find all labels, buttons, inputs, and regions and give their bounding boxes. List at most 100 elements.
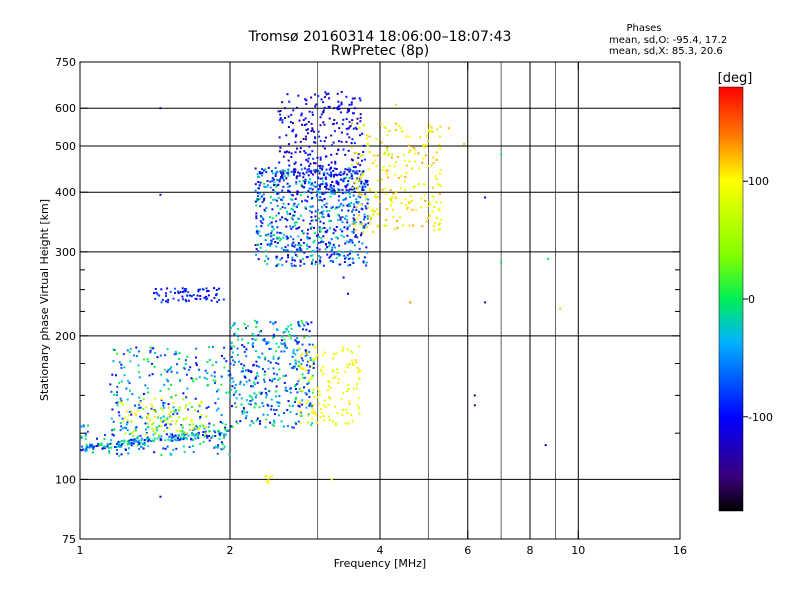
data-point	[147, 391, 150, 394]
data-point	[166, 417, 169, 420]
data-point	[428, 203, 431, 206]
data-point	[182, 433, 185, 436]
data-point	[391, 196, 394, 199]
data-point	[306, 400, 309, 403]
data-point	[275, 350, 277, 353]
data-point	[402, 153, 405, 156]
data-point	[152, 433, 155, 436]
data-point	[363, 182, 365, 185]
data-point	[292, 365, 295, 368]
data-point	[224, 423, 227, 426]
data-point	[80, 425, 83, 428]
data-point	[352, 208, 355, 211]
data-point	[84, 438, 87, 441]
data-point	[302, 138, 305, 140]
data-point	[363, 213, 366, 216]
data-point	[437, 223, 440, 226]
data-point	[350, 142, 353, 145]
data-point	[356, 186, 359, 189]
data-point	[305, 349, 308, 352]
data-point	[278, 356, 281, 359]
data-point	[254, 403, 257, 406]
data-point	[312, 258, 314, 261]
data-point	[142, 393, 145, 395]
data-point	[334, 246, 336, 249]
data-point	[170, 366, 173, 369]
data-point	[301, 403, 304, 406]
data-point	[349, 257, 352, 260]
data-point	[204, 426, 207, 429]
data-point	[128, 443, 131, 446]
data-point	[272, 238, 275, 241]
data-point	[316, 184, 319, 187]
data-point	[176, 363, 178, 366]
data-point	[126, 443, 129, 446]
data-point	[274, 198, 277, 201]
data-point	[348, 170, 351, 173]
data-point	[154, 432, 157, 435]
data-point	[336, 368, 339, 371]
data-point	[270, 232, 273, 235]
data-point	[322, 415, 325, 418]
data-point	[286, 237, 289, 240]
data-point	[275, 214, 278, 217]
data-point	[276, 170, 279, 173]
data-point	[302, 172, 305, 175]
data-point	[191, 434, 194, 436]
data-point	[135, 440, 138, 442]
data-point	[292, 109, 295, 112]
data-point	[302, 180, 305, 182]
data-point	[294, 135, 297, 138]
data-point	[116, 391, 119, 394]
data-point	[292, 348, 295, 351]
data-point	[229, 395, 232, 398]
data-point	[341, 409, 344, 411]
data-point	[321, 206, 323, 209]
data-point	[259, 181, 262, 184]
data-point	[259, 172, 261, 175]
data-point	[227, 391, 230, 394]
data-point	[260, 392, 263, 395]
data-point	[266, 413, 269, 416]
data-point	[356, 172, 359, 175]
data-point	[125, 387, 128, 390]
data-point	[103, 447, 106, 450]
data-point	[321, 227, 324, 230]
data-point	[257, 243, 260, 246]
data-point	[101, 447, 104, 450]
data-point	[359, 113, 362, 116]
data-point	[328, 418, 331, 421]
data-point	[267, 233, 270, 236]
data-point	[272, 228, 275, 231]
data-point	[263, 197, 266, 200]
data-point	[218, 287, 220, 290]
data-point	[230, 388, 233, 391]
data-point	[110, 446, 113, 449]
data-point	[175, 352, 178, 355]
data-point	[306, 168, 309, 171]
data-point	[329, 188, 332, 191]
data-point	[276, 231, 279, 234]
data-point	[222, 298, 225, 301]
data-point	[191, 432, 193, 434]
data-point	[197, 410, 200, 413]
data-point	[426, 164, 429, 167]
data-point	[293, 170, 296, 173]
data-point	[310, 205, 313, 208]
data-point	[364, 185, 367, 188]
data-point	[161, 298, 164, 301]
data-point	[363, 216, 366, 219]
data-point	[192, 380, 195, 383]
data-point	[314, 171, 317, 174]
data-point	[111, 433, 114, 436]
data-point	[303, 124, 306, 126]
data-point	[343, 170, 346, 173]
data-point	[349, 124, 352, 127]
data-point	[319, 368, 322, 371]
data-point	[287, 170, 290, 173]
data-point	[166, 287, 169, 290]
data-point	[289, 225, 292, 228]
